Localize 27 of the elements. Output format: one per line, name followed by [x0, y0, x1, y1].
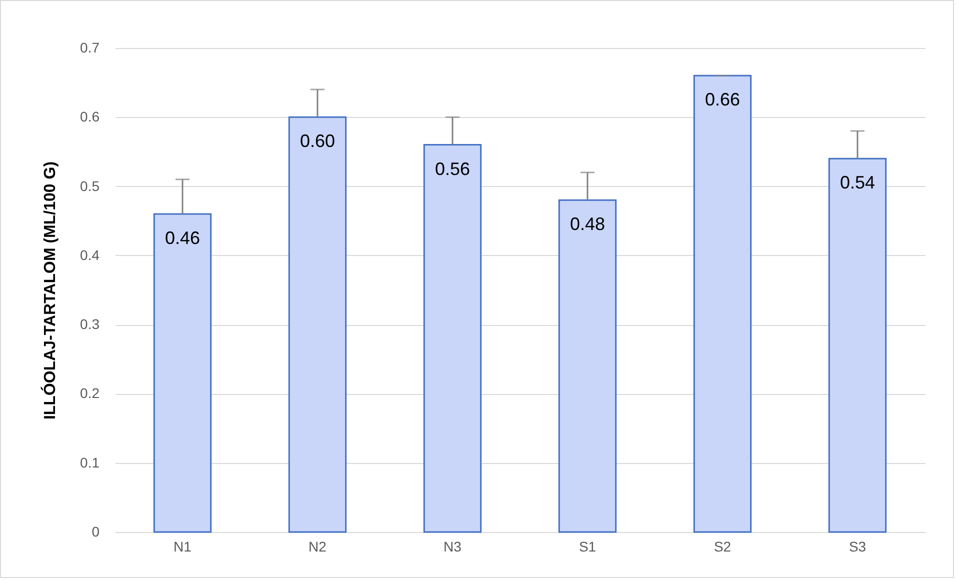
- bar: [423, 144, 482, 533]
- y-tick-label: 0.3: [80, 316, 100, 332]
- x-tick-label: S2: [714, 538, 732, 554]
- y-axis-title: ILLÓOLAJ-TARTALOM (ML/100 G): [40, 161, 60, 420]
- data-label: 0.54: [840, 172, 876, 193]
- x-tick-label: S1: [578, 538, 596, 554]
- data-label: 0.60: [300, 131, 336, 152]
- y-tick-label: 0.1: [80, 454, 100, 470]
- y-tick-label: 0.7: [80, 40, 100, 56]
- y-tick-label: 0: [92, 524, 100, 540]
- data-label: 0.48: [570, 214, 606, 234]
- data-label: 0.56: [434, 158, 470, 179]
- x-tick-label: S3: [848, 538, 866, 554]
- x-tick-label: N1: [174, 538, 192, 554]
- bar: [558, 199, 617, 533]
- bar: [828, 158, 887, 533]
- y-tick-label: 0.5: [80, 178, 100, 194]
- bar: [153, 213, 212, 533]
- data-label: 0.66: [704, 90, 740, 110]
- bar: [693, 74, 752, 533]
- bar: [288, 116, 347, 533]
- data-label: 0.46: [164, 228, 200, 248]
- y-tick-label: 0.2: [80, 385, 100, 402]
- x-tick-label: N3: [444, 538, 462, 554]
- y-tick-label: 0.6: [80, 108, 100, 125]
- x-tick-label: N2: [308, 538, 327, 554]
- y-tick-label: 0.4: [80, 246, 100, 263]
